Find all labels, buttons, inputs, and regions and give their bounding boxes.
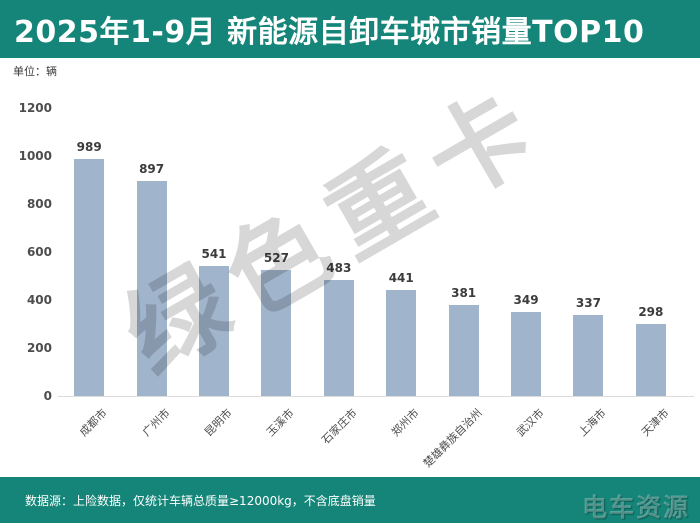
footer-banner: 数据源：上险数据，仅统计车辆总质量≥12000kg，不含底盘销量 电车资源 [0,477,700,523]
bar-slot: 441 郑州市 [370,108,432,439]
bar-value-label: 349 [513,293,539,308]
brand-logo: 电车资源 [581,493,690,522]
bar-slot: 989 成都市 [58,108,120,439]
bar [199,266,230,396]
bar [511,312,542,396]
x-axis-category-label: 广州市 [139,406,173,439]
x-axis-category-label: 石家庄市 [319,406,360,447]
x-axis-category-label: 天津市 [638,406,672,439]
bar-value-label: 541 [201,247,227,262]
x-axis-category-label: 武汉市 [514,406,547,439]
bar-slot: 483 石家庄市 [308,108,370,447]
bar-value-label: 483 [326,261,352,276]
bar [261,269,292,396]
bar-slot: 527 玉溪市 [245,108,307,439]
y-axis-tick-label: 1200 [18,101,52,115]
bar-slot: 298 天津市 [620,108,682,439]
y-axis-tick-label: 200 [26,341,52,355]
page-title: 2025年1-9月 新能源自卸车城市销量TOP10 [14,15,645,50]
x-axis-category-label: 成都市 [77,406,110,439]
bar [635,324,666,396]
bar-value-label: 381 [451,285,477,300]
bar-value-label: 441 [388,271,414,286]
y-axis-tick-label: 400 [26,293,52,307]
bar [448,304,479,396]
bar-slot: 897 广州市 [120,108,182,439]
bar [136,180,167,396]
bar-value-label: 337 [575,296,601,311]
header-banner: 2025年1-9月 新能源自卸车城市销量TOP10 [0,0,700,58]
x-axis-category-label: 上海市 [576,406,610,439]
source-note: 数据源：上险数据，仅统计车辆总质量≥12000kg，不含底盘销量 [25,493,376,508]
x-axis-category-label: 玉溪市 [264,406,298,439]
bar [323,280,354,396]
y-axis-tick-label: 1000 [18,149,52,163]
bar-slot: 541 昆明市 [183,108,245,439]
x-axis-category-label: 郑州市 [389,406,422,439]
bar-chart-plot-area: 989 成都市 897 广州市 541 昆明市 527 玉溪市 483 石家庄市 441 郑州市 381… [58,108,682,470]
unit-label: 单位：辆 [13,65,57,78]
y-axis-tick-label: 0 [43,389,52,403]
x-axis-category-label: 昆明市 [202,406,235,439]
x-axis-category-label: 楚雄彝族自治州 [420,406,485,471]
bar-value-label: 989 [76,139,102,154]
x-axis-line [58,396,694,397]
bar-slot: 381 楚雄彝族自治州 [421,108,494,470]
bar-value-label: 298 [638,305,664,320]
bar-slot: 349 武汉市 [495,108,557,439]
y-axis-tick-label: 800 [26,197,52,211]
bar [386,290,417,396]
bar-slot: 337 上海市 [557,108,619,439]
bar [74,158,105,396]
bar [573,315,604,396]
y-axis-tick-label: 600 [26,245,52,259]
bar-value-label: 527 [263,250,289,265]
bar-value-label: 897 [139,161,165,176]
